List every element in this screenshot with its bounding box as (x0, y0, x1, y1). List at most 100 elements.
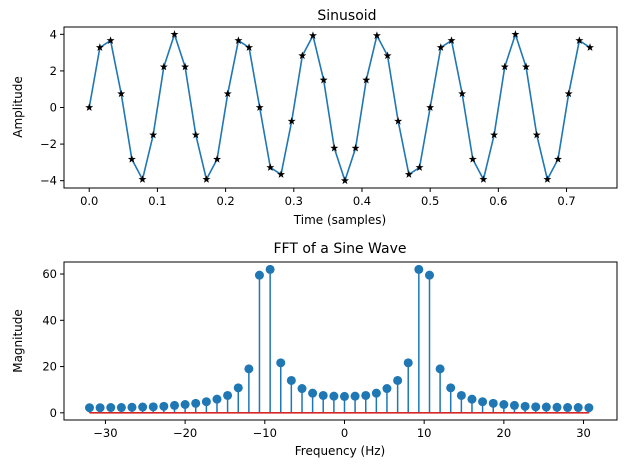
fft-stem-marker (339, 391, 349, 401)
sinusoid-point (564, 89, 573, 98)
sinusoid-ytick-label: 2 (50, 64, 57, 78)
sinusoid-xtick-label: 0.2 (216, 194, 234, 208)
sinusoid-point (191, 130, 200, 139)
sinusoid-point (213, 155, 222, 163)
sinusoid-series-line (88, 33, 591, 182)
fft-stem-marker (276, 358, 286, 368)
sinusoid-xtick-label: 0.1 (148, 194, 166, 208)
fft-axes: FFT of a Sine Wave −30 −20 −10 0 10 20 30 0 20 40… (11, 241, 618, 458)
sinusoid-ytick-label: −4 (40, 174, 57, 188)
fft-stem-marker (201, 397, 211, 407)
fft-stem-marker (254, 270, 264, 280)
fft-ytick-label: 20 (42, 360, 57, 374)
fft-xtick-label: −20 (173, 426, 197, 440)
sinusoid-plot-area (85, 30, 594, 185)
sinusoid-ticks: 0.0 0.1 0.2 0.3 0.4 0.5 0.6 0.7 −4 −2 0 2 4 (40, 27, 576, 208)
fft-stem-marker (318, 390, 328, 400)
sinusoid-ylabel: Amplitude (11, 76, 25, 138)
fft-stem-marker (244, 364, 254, 374)
fft-stem-marker (223, 390, 233, 400)
fft-xtick-label: 10 (417, 426, 432, 440)
fft-stem-marker (84, 403, 94, 413)
fft-xtick-label: −30 (93, 426, 117, 440)
sinusoid-title: Sinusoid (317, 8, 376, 24)
fft-stem-marker (435, 364, 445, 374)
fft-stem-marker (520, 401, 530, 411)
sinusoid-xtick-label: 0.7 (557, 194, 575, 208)
fft-stem-marker (148, 402, 158, 412)
fft-stem-marker (573, 403, 583, 413)
sinusoid-xtick-label: 0.4 (353, 194, 371, 208)
fft-stem-marker (509, 400, 519, 410)
sinusoid-point (245, 43, 254, 51)
fft-ytick-label: 60 (42, 267, 57, 281)
fft-stem-marker (361, 390, 371, 400)
fft-axes-frame (63, 261, 618, 421)
fft-title: FFT of a Sine Wave (274, 241, 407, 257)
sinusoid-point (159, 62, 168, 71)
fft-stem-marker (212, 394, 222, 404)
sinusoid-point (586, 43, 594, 51)
fft-stem-marker (170, 400, 180, 410)
sinusoid-xtick-label: 0.6 (489, 194, 507, 208)
sinusoid-point (415, 163, 424, 171)
fft-stem-marker (138, 402, 148, 412)
sinusoid-point (532, 130, 541, 139)
fft-xtick-label: 20 (497, 426, 512, 440)
fft-stem-marker (552, 402, 562, 412)
fft-stem-marker (350, 391, 360, 401)
fft-stem-marker (403, 358, 413, 368)
sinusoid-point (351, 143, 360, 152)
sinusoid-point (266, 163, 275, 171)
fft-stem-marker (382, 384, 392, 394)
sinusoid-axes: Sinusoid 0.0 0.1 0.2 0.3 0.4 0.5 0.6 0.7 −4 −2 0 2 4… (11, 8, 618, 227)
fft-xtick-label: 0 (341, 426, 348, 440)
sinusoid-xlabel: Time (samples) (293, 213, 386, 227)
fft-stem-marker (265, 264, 275, 274)
fft-stem-marker (467, 394, 477, 404)
sinusoid-point (330, 143, 339, 152)
fft-stem-marker (584, 403, 594, 413)
sinusoid-point (202, 175, 211, 183)
sinusoid-ytick-label: 4 (50, 27, 57, 41)
fft-ytick-label: 40 (42, 313, 57, 327)
sinusoid-point (106, 36, 115, 44)
fft-stem-marker (180, 400, 190, 410)
sinusoid-point (511, 30, 520, 38)
fft-stem-marker (329, 391, 339, 401)
fft-stem-marker (456, 390, 466, 400)
sinusoid-point (277, 170, 286, 178)
sinusoid-point (372, 31, 381, 39)
fft-stem-marker (446, 383, 456, 393)
fft-stem-marker (297, 384, 307, 394)
sinusoid-point (500, 62, 509, 71)
sinusoid-point (298, 51, 307, 60)
fft-stem-marker (159, 401, 169, 411)
sinusoid-xtick-label: 0.3 (285, 194, 303, 208)
sinusoid-point (479, 175, 488, 183)
sinusoid-ytick-label: 0 (50, 101, 57, 115)
sinusoid-point (575, 36, 584, 44)
sinusoid-point (543, 175, 552, 183)
fft-stem-marker (499, 400, 509, 410)
fft-stem-marker (233, 383, 243, 393)
sinusoid-point (287, 117, 296, 125)
sinusoid-point (340, 176, 349, 185)
sinusoid-point (170, 30, 179, 38)
fft-stem-marker (425, 270, 435, 280)
sinusoid-point (490, 130, 499, 139)
fft-plot-area (84, 264, 594, 414)
fft-stem-marker (414, 264, 424, 274)
sinusoid-point (458, 89, 467, 98)
fft-stem-marker (308, 388, 318, 398)
fft-ytick-label: 0 (50, 406, 57, 420)
sinusoid-point (362, 75, 371, 84)
fft-xtick-label: −10 (253, 426, 277, 440)
sinusoid-point (308, 31, 317, 39)
sinusoid-point (468, 155, 477, 163)
sinusoid-point (127, 155, 136, 163)
sinusoid-ytick-label: −2 (40, 137, 57, 151)
fft-stem-marker (191, 398, 201, 408)
sinusoid-point (383, 51, 392, 60)
